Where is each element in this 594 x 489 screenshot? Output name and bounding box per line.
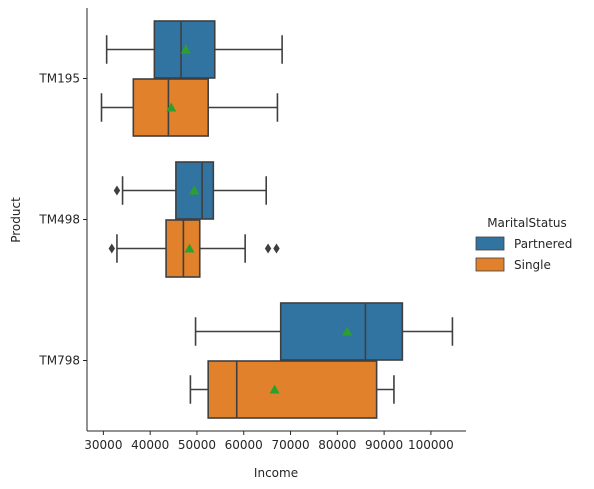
y-tick-label: TM798 <box>38 354 80 368</box>
x-tick-label: 60000 <box>225 438 263 452</box>
x-axis-ticks: 30000 40000 50000 60000 70000 80000 90000 10000… <box>84 431 454 452</box>
plot-area <box>100 20 454 419</box>
mean-marker <box>166 102 177 112</box>
y-tick-label: TM195 <box>38 72 80 86</box>
x-tick-label: 40000 <box>131 438 169 452</box>
iqr-box <box>279 302 404 361</box>
legend-swatch <box>475 236 505 251</box>
mean-marker <box>184 243 195 253</box>
mean-marker <box>342 326 353 336</box>
y-axis-ticks: TM195 TM498 TM798 <box>38 72 87 368</box>
box-group <box>113 161 268 220</box>
x-tick-label: 80000 <box>318 438 356 452</box>
mean-marker <box>189 185 200 195</box>
y-axis-label: Product <box>9 197 23 243</box>
outlier-point <box>108 243 115 254</box>
outlier-point <box>264 243 272 254</box>
legend-entry-label: Partnered <box>514 237 572 251</box>
x-axis-label: Income <box>254 466 298 480</box>
iqr-box <box>207 360 378 419</box>
x-tick-label: 70000 <box>271 438 309 452</box>
box-group <box>105 20 283 79</box>
x-tick-label: 100000 <box>408 438 454 452</box>
box-group <box>189 360 395 419</box>
x-tick-label: 50000 <box>178 438 216 452</box>
y-tick-label: TM498 <box>38 213 80 227</box>
box-group <box>194 302 454 361</box>
legend-entry-label: Single <box>514 258 551 272</box>
legend-swatch <box>475 257 505 272</box>
box-group <box>100 78 279 137</box>
outlier-point <box>113 185 121 196</box>
mean-marker <box>180 44 191 54</box>
legend-title: MaritalStatus <box>487 216 567 230</box>
box-group <box>108 219 280 278</box>
x-tick-label: 30000 <box>84 438 122 452</box>
outlier-point <box>273 243 280 254</box>
x-tick-label: 90000 <box>365 438 403 452</box>
legend: MaritalStatus Partnered Single <box>475 216 572 272</box>
mean-marker <box>269 384 280 394</box>
